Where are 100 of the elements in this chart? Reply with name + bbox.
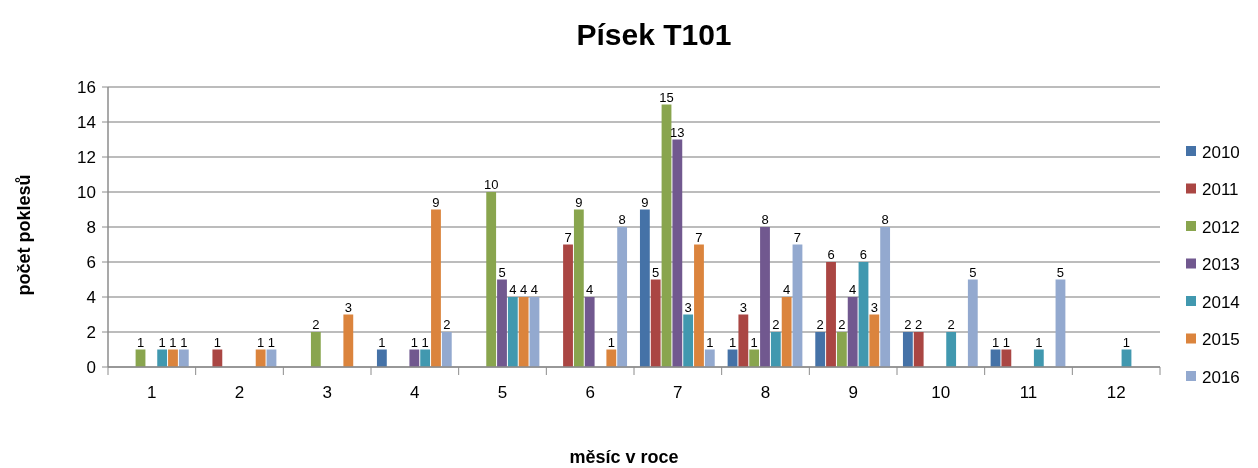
data-label: 1 [1002,334,1010,350]
bar [409,349,420,367]
data-label: 1 [410,334,418,350]
bar [178,349,189,367]
x-tick-label: 2 [234,383,245,402]
bar [1033,349,1044,367]
bar [704,349,715,367]
bar [847,297,858,367]
bar [967,279,978,367]
x-tick-label: 8 [760,383,771,402]
data-label: 1 [1035,334,1043,350]
data-label: 6 [859,247,868,262]
data-label: 9 [575,194,583,210]
data-label: 2 [772,317,780,332]
y-tick-label: 6 [86,252,96,272]
bar [902,332,913,367]
data-label: 4 [586,282,594,297]
x-tick-label: 6 [585,383,595,402]
data-label: 4 [783,282,791,297]
data-label: 1 [267,334,276,350]
bar [584,297,595,367]
bar [212,349,223,367]
data-label: 5 [1056,264,1065,280]
data-label: 2 [904,317,912,332]
y-tick-label: 12 [77,147,96,167]
data-label: 1 [169,334,177,350]
data-label: 8 [618,212,626,227]
y-tick-label: 2 [86,322,96,342]
data-label: 2 [915,317,923,332]
bar [639,209,650,367]
x-tick-label: 1 [147,383,157,402]
data-label: 1 [1122,334,1131,350]
bar [913,332,924,367]
x-tick-label: 10 [931,383,951,402]
y-tick-label: 0 [86,357,96,377]
bar [869,314,880,367]
bar [441,332,452,367]
y-axis-title: počet poklesů [14,174,34,296]
data-label: 4 [509,282,517,297]
data-label: 1 [750,334,758,350]
data-label: 1 [607,334,615,350]
bar [672,139,683,367]
bar [157,349,168,367]
data-label: 4 [530,282,539,297]
bar [770,332,781,367]
bar [760,227,770,367]
data-label: 1 [706,334,714,350]
bar [376,349,387,367]
bar [792,244,803,367]
data-label: 1 [158,334,166,350]
bar [617,227,628,367]
legend-label: 2010 [1202,142,1240,162]
bar [310,332,321,367]
bar [815,332,826,367]
bar [529,297,540,367]
bar [826,262,836,367]
bar [749,349,760,367]
data-label: 7 [793,229,802,245]
data-label: 15 [659,89,674,105]
bar [836,332,847,367]
bar [880,227,891,367]
bar [343,314,354,367]
legend-label: 2012 [1202,217,1240,237]
bar [507,297,518,367]
y-tick-label: 4 [86,287,96,307]
legend-label: 2016 [1202,367,1240,387]
bar [486,192,497,367]
bar [694,244,704,367]
data-label: 4 [520,282,528,297]
data-label: 7 [564,229,572,245]
data-label: 7 [695,229,703,245]
data-label: 13 [670,124,685,140]
data-label: 9 [641,194,649,210]
data-label: 3 [684,299,692,315]
bar [431,209,441,367]
data-label: 1 [136,334,145,350]
data-label: 3 [739,299,747,315]
data-label: 1 [728,334,737,350]
data-label: 5 [969,264,977,280]
bar [661,104,672,367]
bar [420,349,431,367]
data-label: 5 [652,264,660,280]
x-tick-label: 9 [848,383,858,402]
bar [946,332,957,367]
bar [168,349,178,367]
data-label: 1 [213,334,221,350]
bar [683,314,694,367]
x-tick-label: 11 [1019,383,1038,402]
bar [1001,349,1012,367]
x-tick-label: 12 [1106,383,1126,402]
bar [573,209,584,367]
bar [650,279,661,367]
data-label: 6 [827,247,835,262]
x-tick-label: 5 [497,383,508,402]
bar [255,349,266,367]
bar [518,297,529,367]
data-label: 3 [344,299,352,315]
data-label: 1 [378,334,386,350]
data-label: 4 [849,282,857,297]
bar [1055,279,1066,367]
